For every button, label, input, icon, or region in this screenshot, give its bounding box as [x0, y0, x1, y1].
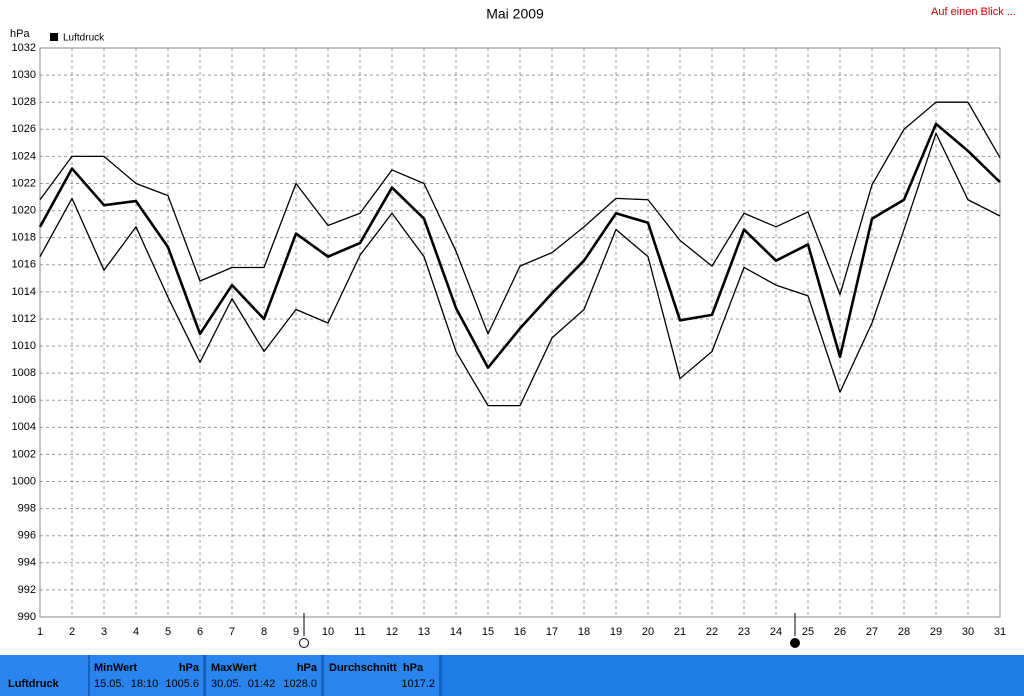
- y-tick-label: 1032: [12, 42, 36, 54]
- x-tick-label: 1: [37, 626, 43, 638]
- plot-frame: [39, 47, 1001, 618]
- x-tick-label: 29: [930, 626, 942, 638]
- x-tick-label: 25: [802, 626, 814, 638]
- full-moon-icon: [299, 638, 309, 648]
- cell-unit: hPa: [296, 662, 317, 674]
- x-tick-label: 4: [133, 626, 139, 638]
- overview-link[interactable]: Auf einen Blick ...: [931, 6, 1016, 18]
- y-tick-label: 1020: [12, 204, 36, 216]
- y-tick-label: 1000: [12, 475, 36, 487]
- y-tick-label: 1026: [12, 123, 36, 135]
- legend-label: Luftdruck: [63, 33, 105, 44]
- x-tick-label: 8: [261, 626, 267, 638]
- y-axis-label: hPa: [10, 28, 30, 40]
- x-tick-label: 28: [898, 626, 910, 638]
- y-tick-label: 1018: [12, 232, 36, 244]
- x-tick-label: 7: [229, 626, 235, 638]
- y-tick-label: 990: [18, 611, 36, 623]
- cell-time: 15.05. 18:10: [94, 678, 159, 690]
- summary-panel: Luftdruck MinWert hPa 15.05. 18:10 1005.…: [0, 655, 1024, 696]
- cell-value: 1028.0: [283, 678, 317, 690]
- y-tick-label: 1014: [12, 286, 36, 298]
- x-tick-label: 26: [834, 626, 846, 638]
- y-tick-label: 1006: [12, 394, 36, 406]
- y-tick-label: 1010: [12, 340, 36, 352]
- x-tick-label: 10: [322, 626, 334, 638]
- line: [38, 122, 1001, 370]
- new-moon-icon: [790, 638, 800, 648]
- x-tick-label: 21: [674, 626, 686, 638]
- cell-title: MaxWert: [211, 662, 257, 674]
- x-tick-label: 12: [386, 626, 398, 638]
- y-tick-label: 996: [18, 530, 36, 542]
- x-tick-label: 3: [101, 626, 107, 638]
- x-tick-label: 17: [546, 626, 558, 638]
- y-tick-label: 994: [18, 557, 36, 569]
- y-tick-label: 1016: [12, 259, 36, 271]
- summary-cell: Durchschnitt hPa 1017.2: [325, 655, 442, 696]
- cell-time: 30.05. 01:42: [211, 678, 276, 690]
- x-tick-label: 24: [770, 626, 782, 638]
- x-tick-label: 18: [578, 626, 590, 638]
- x-tick-label: 14: [450, 626, 462, 638]
- summary-cell: Luftdruck: [0, 655, 91, 696]
- cell-value: 1005.6: [165, 678, 199, 690]
- y-tick-label: 992: [18, 584, 36, 596]
- chart-title: Mai 2009: [486, 6, 544, 22]
- cell-title: MinWert: [94, 662, 138, 674]
- legend-swatch: [50, 33, 58, 41]
- y-tick-label: 1004: [12, 421, 36, 433]
- x-tick-label: 19: [610, 626, 622, 638]
- x-tick-label: 13: [418, 626, 430, 638]
- chart: Mai 2009 Auf einen Blick ... hPa Luftdru…: [10, 6, 1016, 648]
- x-tick-label: 11: [354, 626, 365, 638]
- x-tick-label: 5: [165, 626, 171, 638]
- x-tick-label: 22: [706, 626, 718, 638]
- x-tick-label: 23: [738, 626, 750, 638]
- x-tick-label: 27: [866, 626, 878, 638]
- y-tick-label: 1030: [12, 69, 36, 81]
- cell-value: 1017.2: [401, 678, 435, 690]
- y-tick-label: 1024: [12, 150, 36, 162]
- y-tick-label: 1002: [12, 448, 36, 460]
- summary-cell: MinWert hPa 15.05. 18:10 1005.6: [90, 655, 206, 696]
- x-tick-label: 6: [197, 626, 203, 638]
- y-tick-label: 1008: [12, 367, 36, 379]
- line: [39, 132, 1001, 407]
- x-tick-label: 30: [962, 626, 974, 638]
- x-tick-label: 2: [69, 626, 75, 638]
- y-tick-label: 998: [18, 503, 36, 515]
- x-tick-label: 20: [642, 626, 654, 638]
- summary-cell: MaxWert hPa 30.05. 01:42 1028.0: [207, 655, 324, 696]
- cell-title: Durchschnitt hPa: [329, 662, 424, 674]
- cell-unit: hPa: [178, 662, 199, 674]
- summary-label: Luftdruck: [8, 678, 59, 690]
- y-tick-label: 1012: [12, 313, 36, 325]
- x-tick-label: 15: [482, 626, 494, 638]
- x-tick-label: 31: [994, 626, 1006, 638]
- x-tick-label: 9: [293, 626, 299, 638]
- y-tick-label: 1022: [12, 177, 36, 189]
- y-tick-label: 1028: [12, 96, 36, 108]
- line: [39, 101, 1001, 335]
- x-tick-label: 16: [514, 626, 526, 638]
